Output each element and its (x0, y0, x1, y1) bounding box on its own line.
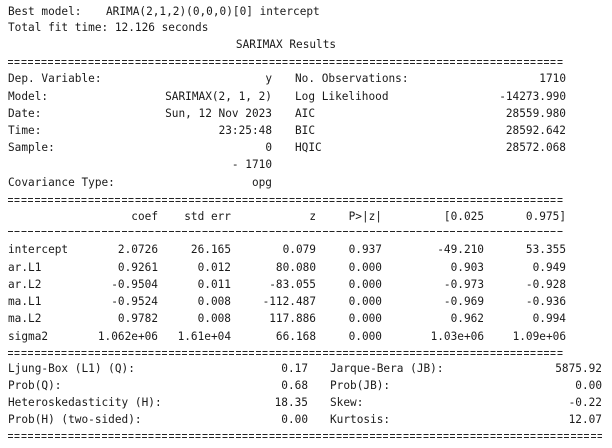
info-value: -14273.990 (499, 90, 566, 103)
table-cell: 0.962 (450, 312, 484, 325)
column-header: z (309, 210, 316, 223)
table-cell: 0.9782 (117, 312, 158, 325)
info-label: HQIC (295, 141, 322, 154)
info-label: Dep. Variable: (8, 72, 102, 85)
table-cell: 0.903 (450, 261, 484, 274)
info-label: No. Observations: (295, 72, 409, 85)
table-cell: 0.008 (197, 312, 231, 325)
table-cell: -112.487 (262, 295, 316, 308)
info-value: 23:25:48 (218, 124, 272, 137)
table-cell: 26.165 (190, 243, 231, 256)
table-cell: 1.03e+06 (430, 330, 484, 343)
table-cell: 0.008 (197, 295, 231, 308)
best-model-value: ARIMA(2,1,2)(0,0,0)[0] intercept (106, 5, 320, 18)
info-value: opg (251, 176, 272, 189)
info-label: Covariance Type: (8, 176, 115, 189)
info-label: Time: (8, 124, 42, 137)
results-title: SARIMAX Results (235, 38, 337, 51)
table-cell: 0.937 (348, 243, 382, 256)
diag-value: 0.17 (281, 362, 308, 375)
info-value: 1710 (539, 72, 566, 85)
best-model-label: Best model: (8, 5, 82, 18)
info-label: Date: (8, 107, 42, 120)
info-value: 0 (265, 141, 272, 154)
table-cell: 1.09e+06 (512, 330, 566, 343)
double-rule (8, 54, 564, 70)
diag-value: 0.68 (281, 379, 308, 392)
table-cell: 0.9261 (117, 261, 158, 274)
info-label: AIC (295, 107, 316, 120)
column-header: std err (184, 210, 231, 223)
column-header: [0.025 (443, 210, 484, 223)
diag-label: Prob(Q): (8, 379, 62, 392)
table-cell: 0.994 (532, 312, 566, 325)
table-cell: sigma2 (8, 330, 49, 343)
diag-label: Skew: (330, 396, 364, 409)
table-cell: 2.0726 (117, 243, 158, 256)
diag-label: Prob(JB): (330, 379, 391, 392)
column-header: coef (131, 210, 158, 223)
table-cell: 0.949 (532, 261, 566, 274)
diag-label: Heteroskedasticity (H): (8, 396, 162, 409)
info-value: - 1710 (231, 158, 272, 171)
info-value: SARIMAX(2, 1, 2) (165, 90, 272, 103)
dashed-rule (8, 223, 564, 239)
info-label: Log Likelihood (295, 90, 389, 103)
diag-value: 5875.92 (555, 362, 602, 375)
table-cell: 0.079 (282, 243, 316, 256)
table-cell: ma.L2 (8, 312, 42, 325)
diag-value: 0.00 (575, 379, 602, 392)
diag-label: Jarque-Bera (JB): (330, 362, 444, 375)
info-value: y (265, 72, 272, 85)
table-cell: 0.000 (348, 278, 382, 291)
info-label: Model: (8, 90, 49, 103)
table-cell: ar.L2 (8, 278, 42, 291)
table-cell: 0.011 (197, 278, 231, 291)
table-cell: 1.062e+06 (97, 330, 158, 343)
table-cell: -0.9524 (111, 295, 158, 308)
table-cell: 117.886 (269, 312, 316, 325)
info-label: BIC (295, 124, 316, 137)
table-cell: 0.000 (348, 295, 382, 308)
table-cell: 0.000 (348, 312, 382, 325)
info-value: 28592.642 (505, 124, 566, 137)
table-cell: 0.000 (348, 261, 382, 274)
column-header: P>|z| (348, 210, 382, 223)
table-cell: -49.210 (437, 243, 484, 256)
info-value: 28559.980 (505, 107, 566, 120)
table-cell: intercept (8, 243, 69, 256)
double-rule (8, 345, 564, 361)
table-cell: -0.9504 (111, 278, 158, 291)
table-cell: -0.928 (525, 278, 566, 291)
table-cell: 0.000 (348, 330, 382, 343)
diag-label: Kurtosis: (330, 413, 391, 426)
table-cell: 53.355 (525, 243, 566, 256)
table-cell: -0.973 (443, 278, 484, 291)
table-cell: -83.055 (269, 278, 316, 291)
table-cell: 80.080 (275, 261, 316, 274)
table-cell: 0.012 (197, 261, 231, 274)
diag-value: 18.35 (274, 396, 308, 409)
diag-value: -0.22 (568, 396, 602, 409)
diag-label: Ljung-Box (L1) (Q): (8, 362, 135, 375)
diag-label: Prob(H) (two-sided): (8, 413, 142, 426)
table-cell: -0.936 (525, 295, 566, 308)
double-rule (8, 428, 602, 444)
column-header: 0.975] (525, 210, 566, 223)
info-label: Sample: (8, 141, 55, 154)
diag-value: 0.00 (281, 413, 308, 426)
table-cell: 1.61e+04 (177, 330, 231, 343)
table-cell: -0.969 (443, 295, 484, 308)
info-value: Sun, 12 Nov 2023 (165, 107, 272, 120)
table-cell: ma.L1 (8, 295, 42, 308)
table-cell: ar.L1 (8, 261, 42, 274)
diag-value: 12.07 (568, 413, 602, 426)
table-cell: 66.168 (275, 330, 316, 343)
info-value: 28572.068 (505, 141, 566, 154)
double-rule (8, 192, 564, 208)
fit-time-line: Total fit time: 12.126 seconds (8, 21, 209, 34)
